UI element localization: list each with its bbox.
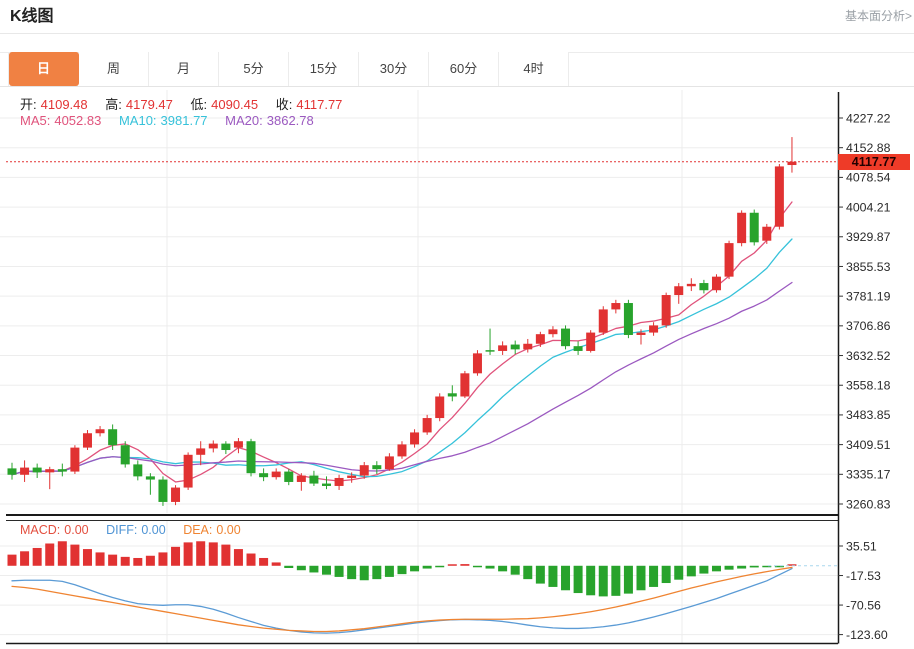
high-value: 4179.47 [125, 97, 173, 112]
tab-month[interactable]: 月 [149, 52, 219, 86]
svg-text:35.51: 35.51 [846, 539, 877, 553]
svg-text:4004.21: 4004.21 [846, 200, 891, 214]
tab-5min[interactable]: 5分 [219, 52, 289, 86]
svg-text:3409.51: 3409.51 [846, 438, 891, 452]
svg-text:4152.88: 4152.88 [846, 141, 891, 155]
ma10-label: MA10: [118, 113, 157, 128]
svg-text:-70.56: -70.56 [846, 598, 881, 612]
dea-value: 0.00 [216, 523, 241, 537]
ohlc-legend: 开: 4109.48 高: 4179.47 低: 4090.45 收: 4117.77 [20, 94, 346, 113]
tab-week[interactable]: 周 [79, 52, 149, 86]
svg-text:3929.87: 3929.87 [846, 230, 891, 244]
interval-tabs: 日 周 月 5分 15分 30分 60分 4时 [8, 52, 569, 86]
svg-text:3260.83: 3260.83 [846, 497, 891, 511]
open-value: 4109.48 [40, 97, 88, 112]
close-value: 4117.77 [296, 97, 343, 112]
tab-4hour[interactable]: 4时 [499, 52, 569, 86]
svg-text:3781.19: 3781.19 [846, 289, 891, 303]
svg-text:3632.52: 3632.52 [846, 349, 891, 363]
ma-legend: MA5: 4052.83 MA10: 3981.77 MA20: 3862.78 [20, 113, 318, 128]
svg-text:4227.22: 4227.22 [846, 111, 891, 125]
svg-text:3558.18: 3558.18 [846, 379, 891, 393]
svg-text:-17.53: -17.53 [846, 569, 881, 583]
svg-text:3855.53: 3855.53 [846, 260, 891, 274]
last-price-badge: 4117.77 [838, 154, 910, 170]
svg-text:3706.86: 3706.86 [846, 319, 891, 333]
ma10-value: 3981.77 [160, 113, 208, 128]
low-value: 4090.45 [211, 97, 259, 112]
page-title: K线图 [10, 8, 54, 25]
tabrow-bottom-border [0, 86, 914, 87]
macd-label: MACD: [20, 523, 61, 537]
svg-text:3483.85: 3483.85 [846, 408, 891, 422]
high-label: 高: [105, 97, 122, 112]
tab-day[interactable]: 日 [9, 52, 79, 86]
svg-text:-123.60: -123.60 [846, 628, 888, 642]
macd-legend: MACD: 0.00 DIFF: 0.00 DEA: 0.00 [20, 523, 245, 537]
svg-text:4078.54: 4078.54 [846, 171, 891, 185]
close-label: 收: [275, 97, 293, 112]
tab-15min[interactable]: 15分 [289, 52, 359, 86]
diff-label: DIFF: [106, 523, 138, 537]
ma20-value: 3862.78 [266, 113, 314, 128]
tab-60min[interactable]: 60分 [429, 52, 499, 86]
header-divider [0, 33, 914, 34]
low-label: 低: [190, 97, 208, 112]
open-label: 开: [20, 97, 37, 112]
svg-text:3335.17: 3335.17 [846, 468, 891, 482]
macd-value: 0.00 [64, 523, 89, 537]
ma5-label: MA5: [20, 113, 51, 128]
fundamental-analysis-link[interactable]: 基本面分析> [844, 9, 912, 23]
ma5-value: 4052.83 [54, 113, 102, 128]
dea-label: DEA: [183, 523, 213, 537]
diff-value: 0.00 [141, 523, 166, 537]
tab-30min[interactable]: 30分 [359, 52, 429, 86]
ma20-label: MA20: [225, 113, 263, 128]
